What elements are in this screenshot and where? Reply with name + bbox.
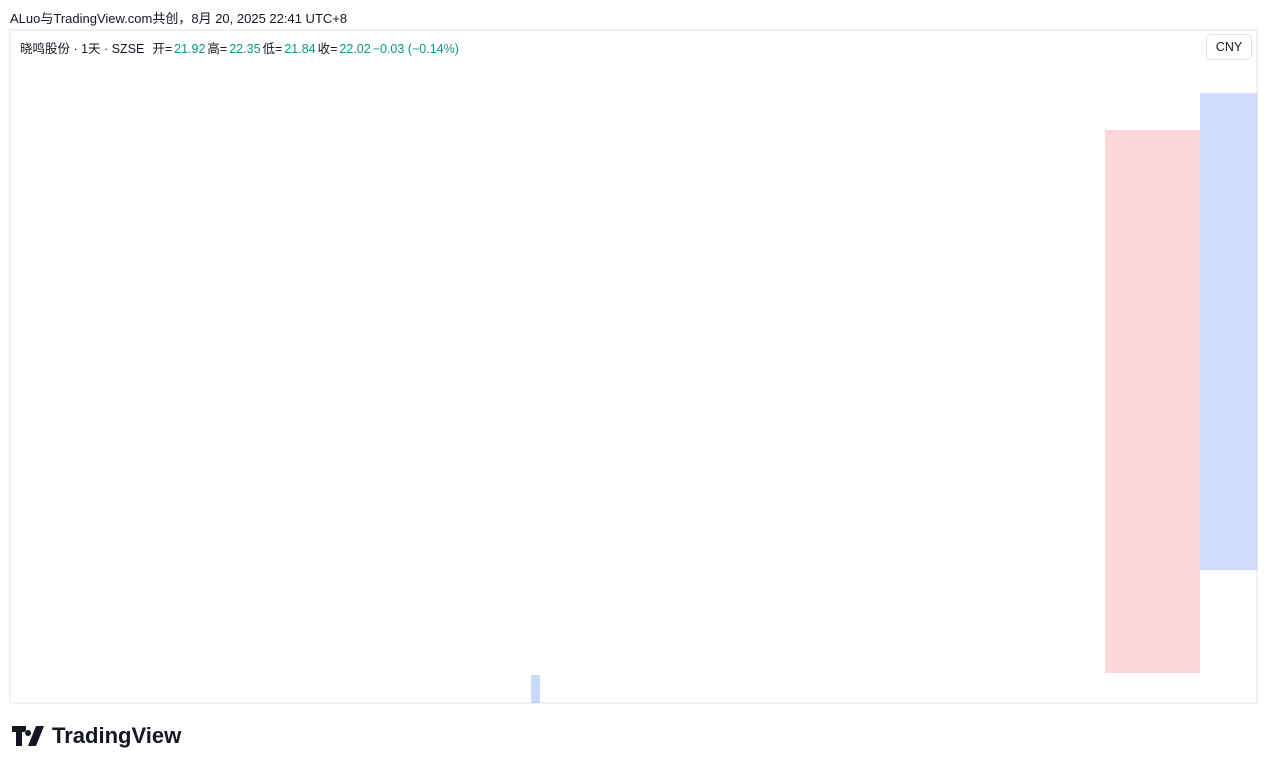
legend-value: 22.35: [229, 42, 261, 56]
price-range-highlight: [1200, 93, 1257, 570]
legend-value: 21.84: [284, 42, 316, 56]
logo-mark: [12, 726, 44, 746]
time-highlight: [531, 675, 540, 703]
currency-button[interactable]: CNY: [1206, 34, 1252, 60]
legend: 晓鸣股份 · 1天 · SZSE 开= 21.92 高= 22.35 低= 21.84 收= 2…: [20, 38, 461, 57]
legend-label: 收=: [317, 42, 338, 56]
credit: ALuo与TradingView.com共创，8月 20, 2025 22:41…: [10, 11, 348, 26]
legend-label: 开=: [152, 42, 173, 56]
legend-label: 低=: [262, 42, 283, 56]
symbol: 晓鸣股份 · 1天 · SZSE: [20, 42, 145, 56]
logo-text: TradingView: [52, 723, 182, 748]
legend-value: 21.92: [174, 42, 206, 56]
legend-label: 高=: [207, 42, 228, 56]
legend-value: 22.02: [339, 42, 371, 56]
position-zone: [1105, 130, 1200, 673]
chart-frame: [9, 29, 1258, 704]
legend-change: −0.03 (−0.14%): [372, 42, 459, 56]
